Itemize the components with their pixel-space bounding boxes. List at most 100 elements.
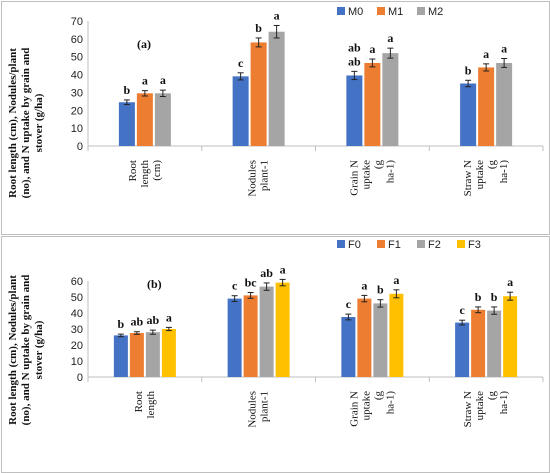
data-label: c bbox=[232, 279, 238, 293]
x-tick-label-line: uptake bbox=[474, 391, 486, 420]
x-tick-label-line: Straw N bbox=[462, 391, 474, 427]
y-tick-label: 10 bbox=[71, 356, 83, 368]
legend-label: M1 bbox=[388, 6, 403, 18]
bar bbox=[455, 322, 470, 377]
x-tick-label-line: plant-1 bbox=[259, 160, 271, 191]
x-tick-label: Nodules plant-1 bbox=[247, 391, 271, 428]
data-label: bc bbox=[245, 276, 258, 290]
x-tick-label-line: uptake bbox=[474, 160, 486, 189]
data-label: a bbox=[507, 275, 513, 289]
x-tick-label-line: (g bbox=[372, 160, 384, 170]
bar bbox=[341, 317, 356, 377]
data-label: a bbox=[142, 74, 148, 88]
data-label: b bbox=[255, 21, 262, 35]
x-tick-label: Root length (cm) bbox=[127, 160, 163, 188]
y-tick-label: 20 bbox=[71, 340, 83, 352]
data-label: ab bbox=[260, 266, 273, 280]
y-tick-label: 0 bbox=[77, 141, 83, 153]
data-label: a bbox=[483, 47, 489, 61]
panel-tag: (a) bbox=[137, 37, 151, 51]
bar bbox=[129, 333, 144, 377]
bar bbox=[357, 298, 372, 377]
x-tick-label-line: Straw N bbox=[462, 160, 474, 196]
x-tick-label: Nodules plant-1 bbox=[247, 160, 271, 197]
data-label: b bbox=[465, 63, 472, 77]
y-tick-label: 20 bbox=[71, 105, 83, 117]
x-tick-label-line: length bbox=[139, 160, 151, 188]
bar bbox=[136, 93, 153, 146]
y-tick-label: 0 bbox=[77, 372, 83, 384]
legend-swatch bbox=[377, 7, 385, 15]
bar bbox=[145, 332, 160, 377]
y-axis-title-line: Root length (cm), Nodules/plant bbox=[7, 48, 19, 198]
bar bbox=[227, 298, 242, 377]
x-tick-label-line: Nodules bbox=[247, 160, 259, 197]
y-tick-label: 60 bbox=[71, 34, 83, 46]
x-tick-label-line: Grain N bbox=[348, 391, 360, 427]
data-label: ab bbox=[348, 54, 361, 68]
y-axis-title: Root length (cm), Nodules/plant(no), and… bbox=[7, 275, 45, 426]
data-label: b bbox=[377, 283, 384, 297]
bar bbox=[250, 42, 267, 146]
x-tick-label-line: ha-1) bbox=[498, 160, 510, 184]
x-tick-label: Root length bbox=[133, 391, 157, 419]
x-tick-label-line: length bbox=[145, 391, 157, 419]
y-tick-label: 10 bbox=[71, 123, 83, 135]
bar bbox=[503, 296, 518, 377]
data-label: c bbox=[459, 303, 465, 317]
x-tick-label-line: uptake bbox=[360, 391, 372, 420]
bar bbox=[382, 53, 399, 147]
bar bbox=[496, 62, 513, 146]
data-label: ab bbox=[147, 313, 160, 327]
x-tick-label-line: ha-1) bbox=[498, 391, 510, 415]
legend-label: F3 bbox=[468, 239, 481, 251]
data-label: b bbox=[475, 290, 482, 304]
legend: F0 F1 F2 F3 bbox=[337, 239, 481, 251]
y-tick-label: 50 bbox=[71, 292, 83, 304]
x-tick-label-line: (g bbox=[372, 391, 384, 401]
bar bbox=[478, 67, 495, 146]
bar bbox=[275, 282, 290, 377]
x-tick-label-line: (g bbox=[486, 160, 498, 170]
data-label: a bbox=[166, 310, 172, 324]
bar bbox=[113, 335, 128, 377]
data-label: a bbox=[387, 31, 393, 45]
legend-label: F1 bbox=[388, 239, 401, 251]
legend-swatch bbox=[337, 240, 345, 248]
legend-label: F0 bbox=[348, 239, 361, 251]
legend-swatch bbox=[417, 7, 425, 15]
bar bbox=[364, 62, 381, 146]
bar bbox=[373, 303, 388, 377]
bar bbox=[268, 31, 285, 146]
data-label: b bbox=[124, 83, 131, 97]
data-label: a bbox=[501, 42, 507, 56]
bar bbox=[232, 76, 249, 146]
data-label: a bbox=[160, 73, 166, 87]
bar bbox=[471, 309, 486, 377]
x-tick-label-line: uptake bbox=[360, 160, 372, 189]
legend-label: M2 bbox=[428, 6, 443, 18]
y-axis-title: Root length (cm), Nodules/plant(no), and… bbox=[7, 48, 45, 199]
chart-panel-1: 0 10 20 30 40 50 60 Root length (cm), Nodules/p… bbox=[1, 236, 550, 473]
y-tick-label: 30 bbox=[71, 87, 83, 99]
legend-label: M0 bbox=[348, 6, 363, 18]
x-tick-label-line: plant-1 bbox=[259, 391, 271, 422]
y-tick-label: 30 bbox=[71, 324, 83, 336]
data-label: a bbox=[274, 8, 280, 22]
bar bbox=[259, 286, 274, 377]
data-label: c bbox=[238, 56, 244, 70]
data-label: ab bbox=[348, 40, 361, 54]
bar bbox=[346, 75, 363, 146]
data-label: a bbox=[369, 42, 375, 56]
bar bbox=[154, 93, 171, 146]
x-tick-label-line: Grain N bbox=[348, 160, 360, 196]
y-tick-label: 40 bbox=[71, 70, 83, 82]
y-tick-label: 50 bbox=[71, 52, 83, 64]
legend: M0 M1 M2 bbox=[337, 6, 443, 18]
y-tick-label: 40 bbox=[71, 308, 83, 320]
x-tick-label-line: (g bbox=[486, 391, 498, 401]
